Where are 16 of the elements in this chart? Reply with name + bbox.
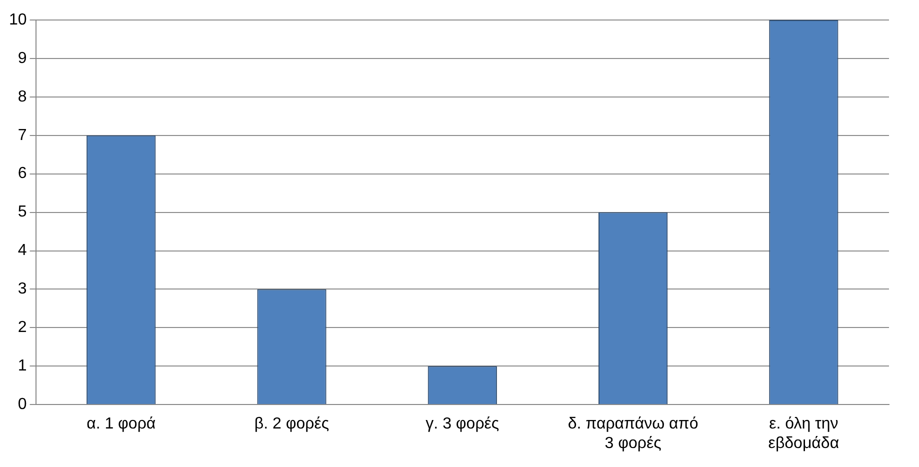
y-tick-label: 7 xyxy=(18,126,27,144)
x-tick-label: γ. 3 φορές xyxy=(426,416,500,433)
x-tick-label: δ. παραπάνω από 3 φορές xyxy=(568,416,698,452)
y-tick-label: 0 xyxy=(18,396,27,414)
x-tick-label: β. 2 φορές xyxy=(254,416,330,433)
y-tick-label: 9 xyxy=(18,50,27,67)
y-tick-label: 3 xyxy=(18,280,27,298)
y-tick-label: 4 xyxy=(18,242,27,260)
y-tick-label: 6 xyxy=(18,165,27,182)
y-tick-label: 8 xyxy=(18,88,27,106)
x-tick-label: ε. όλη την εβδομάδα xyxy=(768,416,840,452)
x-tick-label: α. 1 φορά xyxy=(86,416,156,433)
y-tick-label: 10 xyxy=(9,11,27,28)
y-tick-label: 1 xyxy=(18,358,27,375)
y-tick-label: 5 xyxy=(18,204,27,221)
y-tick-label: 2 xyxy=(18,319,27,336)
